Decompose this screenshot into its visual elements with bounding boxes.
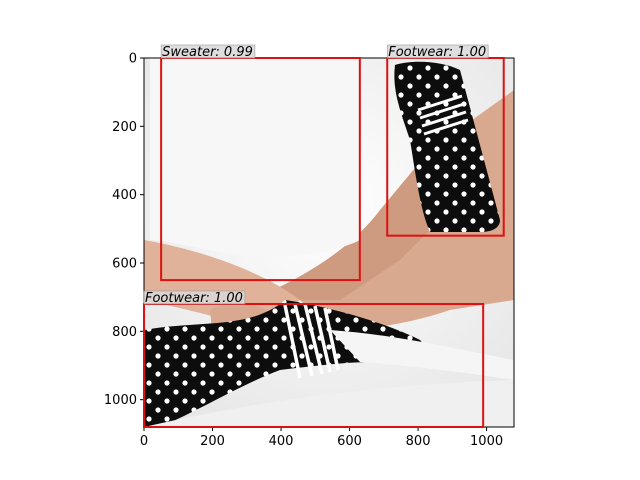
x-tick-label: 800 xyxy=(406,434,431,449)
y-tick-label: 1000 xyxy=(104,393,137,408)
detection-label: Sweater: 0.99 xyxy=(162,45,253,60)
y-tick-label: 600 xyxy=(112,257,137,272)
y-tick-label: 400 xyxy=(112,188,137,203)
detection-boxes: Sweater: 0.99 Footwear: 1.00 Footwear: 1.0… xyxy=(143,44,505,428)
x-tick-label: 600 xyxy=(337,434,362,449)
detection-box xyxy=(160,57,361,282)
x-tick-label: 200 xyxy=(200,434,225,449)
y-tick-label: 0 xyxy=(129,52,137,67)
detection-label: Footwear: 1.00 xyxy=(388,45,486,60)
detection-label: Footwear: 1.00 xyxy=(145,291,243,306)
x-tick-label: 1000 xyxy=(470,434,503,449)
detection-label-bg xyxy=(143,290,246,305)
x-tick-label: 0 xyxy=(140,434,148,449)
photo xyxy=(144,58,514,427)
y-tick-label: 200 xyxy=(112,120,137,135)
x-axis-ticks: 0 200 400 600 800 1000 xyxy=(140,427,503,449)
y-axis-ticks: 0 200 400 600 800 1000 xyxy=(104,52,144,408)
detection-label-bg xyxy=(160,44,256,59)
detection-box xyxy=(143,303,485,428)
y-tick-label: 800 xyxy=(112,325,137,340)
x-tick-label: 400 xyxy=(269,434,294,449)
detection-label-bg xyxy=(386,44,489,59)
